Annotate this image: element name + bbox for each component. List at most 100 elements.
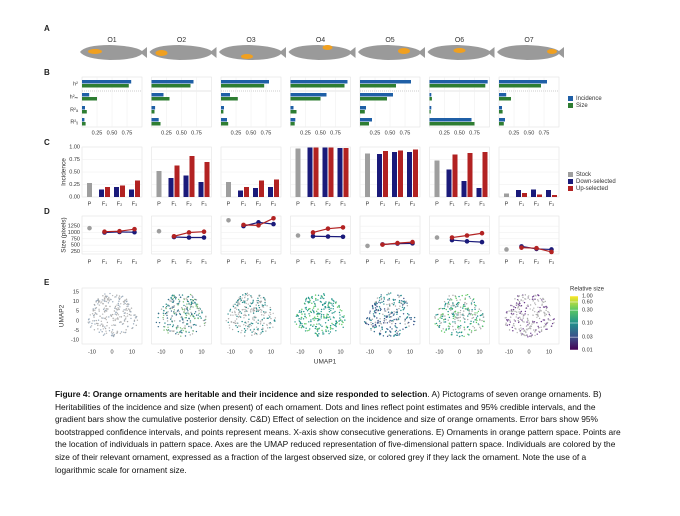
cloud-dot [540,329,543,331]
cloud-dot [388,320,391,323]
cloud-dot [203,322,206,325]
cloud-dot [482,325,484,328]
cloud-dot [468,296,471,298]
panel-frame [429,215,490,255]
cloud-dot [455,316,457,319]
cloud-dot [244,305,246,308]
cloud-dot [251,331,253,333]
cloud-dot [110,334,113,337]
cloud-dot [167,332,169,334]
cloud-dot [400,309,402,312]
cloud-dot [323,315,325,318]
cloud-dot [508,329,511,331]
cloud-dot [385,319,387,321]
cloud-dot [130,317,132,320]
cloud-dot [313,312,315,314]
cloud-dot [297,315,300,317]
x-tick-label: 0 [180,349,183,355]
cloud-dot [383,303,385,305]
cloud-dot [325,329,327,331]
cloud-dot [186,303,188,305]
cloud-dot [246,294,249,297]
bar [360,110,365,114]
x-tick-label: F₃ [271,201,277,207]
x-tick-label: P [505,201,509,207]
cloud-dot [383,296,385,299]
x-tick-label: P [157,201,161,207]
cloud-dot [126,320,129,323]
cloud-dot [534,303,537,306]
cloud-dot [332,316,335,318]
cloud-dot [254,315,256,318]
cloud-dot [332,323,334,326]
cloud-dot [448,303,450,306]
bar [221,93,230,97]
cloud-dot [522,300,524,302]
cloud-dot [190,302,193,304]
cloud-dot [178,294,181,296]
cloud-dot [266,323,268,326]
cloud-dot [95,300,98,302]
cloud-dot [544,315,546,317]
cloud-dot [196,305,199,308]
legend-label: Up-selected [576,186,608,192]
cloud-dot [315,317,317,320]
cloud-dot [130,307,133,309]
cloud-dot [111,329,114,331]
cloud-dot [167,311,169,313]
cloud-dot [529,335,531,337]
cloud-dot [93,303,96,306]
cloud-dot [331,299,333,301]
cloud-dot [244,296,246,299]
cloud-dot [258,304,260,307]
x-tick-label: F₂ [464,259,470,265]
cloud-dot [378,299,381,301]
x-tick-label: F₂ [117,201,123,207]
cloud-dot [534,334,536,337]
cloud-dot [102,324,104,326]
y-tick-label: 250 [71,249,80,255]
cloud-dot [189,308,191,310]
cloud-dot [97,324,99,327]
cloud-dot [513,319,515,321]
cloud-dot [515,328,517,330]
bar [151,106,156,110]
cloud-dot [447,319,449,321]
legend-label: Size [576,103,588,109]
cloud-dot [122,322,125,325]
cloud-dot [509,319,511,321]
cloud-dot [173,311,175,313]
cloud-dot [374,302,376,305]
cloud-dot [329,318,332,320]
x-tick-label: 0.50 [385,130,396,136]
cloud-dot [199,325,201,327]
panel-frame [81,287,143,345]
x-tick-label: P [296,259,300,265]
cloud-dot [536,316,538,319]
x-tick-label: F₂ [464,201,470,207]
x-tick-label: F₃ [479,259,485,265]
cloud-dot [173,320,176,322]
bar [87,183,92,197]
cloud-dot [314,316,316,318]
cloud-dot [122,310,124,313]
cloud-dot [167,323,169,326]
cloud-dot [534,298,536,300]
cloud-dot [450,306,452,309]
point-cloud [87,292,139,338]
cloud-dot [97,322,99,325]
bar [82,122,86,126]
cloud-dot [380,295,382,298]
cloud-dot [168,305,170,307]
cloud-dot [327,316,329,319]
cloud-dot [123,315,125,317]
cloud-dot [188,303,190,305]
cloud-dot [192,306,194,308]
cloud-dot [472,325,474,328]
cloud-dot [316,323,318,325]
cloud-dot [548,319,550,321]
cloud-dot [459,335,461,338]
bar [343,148,349,197]
cloud-dot [469,313,472,316]
cloud-dot [516,313,518,316]
